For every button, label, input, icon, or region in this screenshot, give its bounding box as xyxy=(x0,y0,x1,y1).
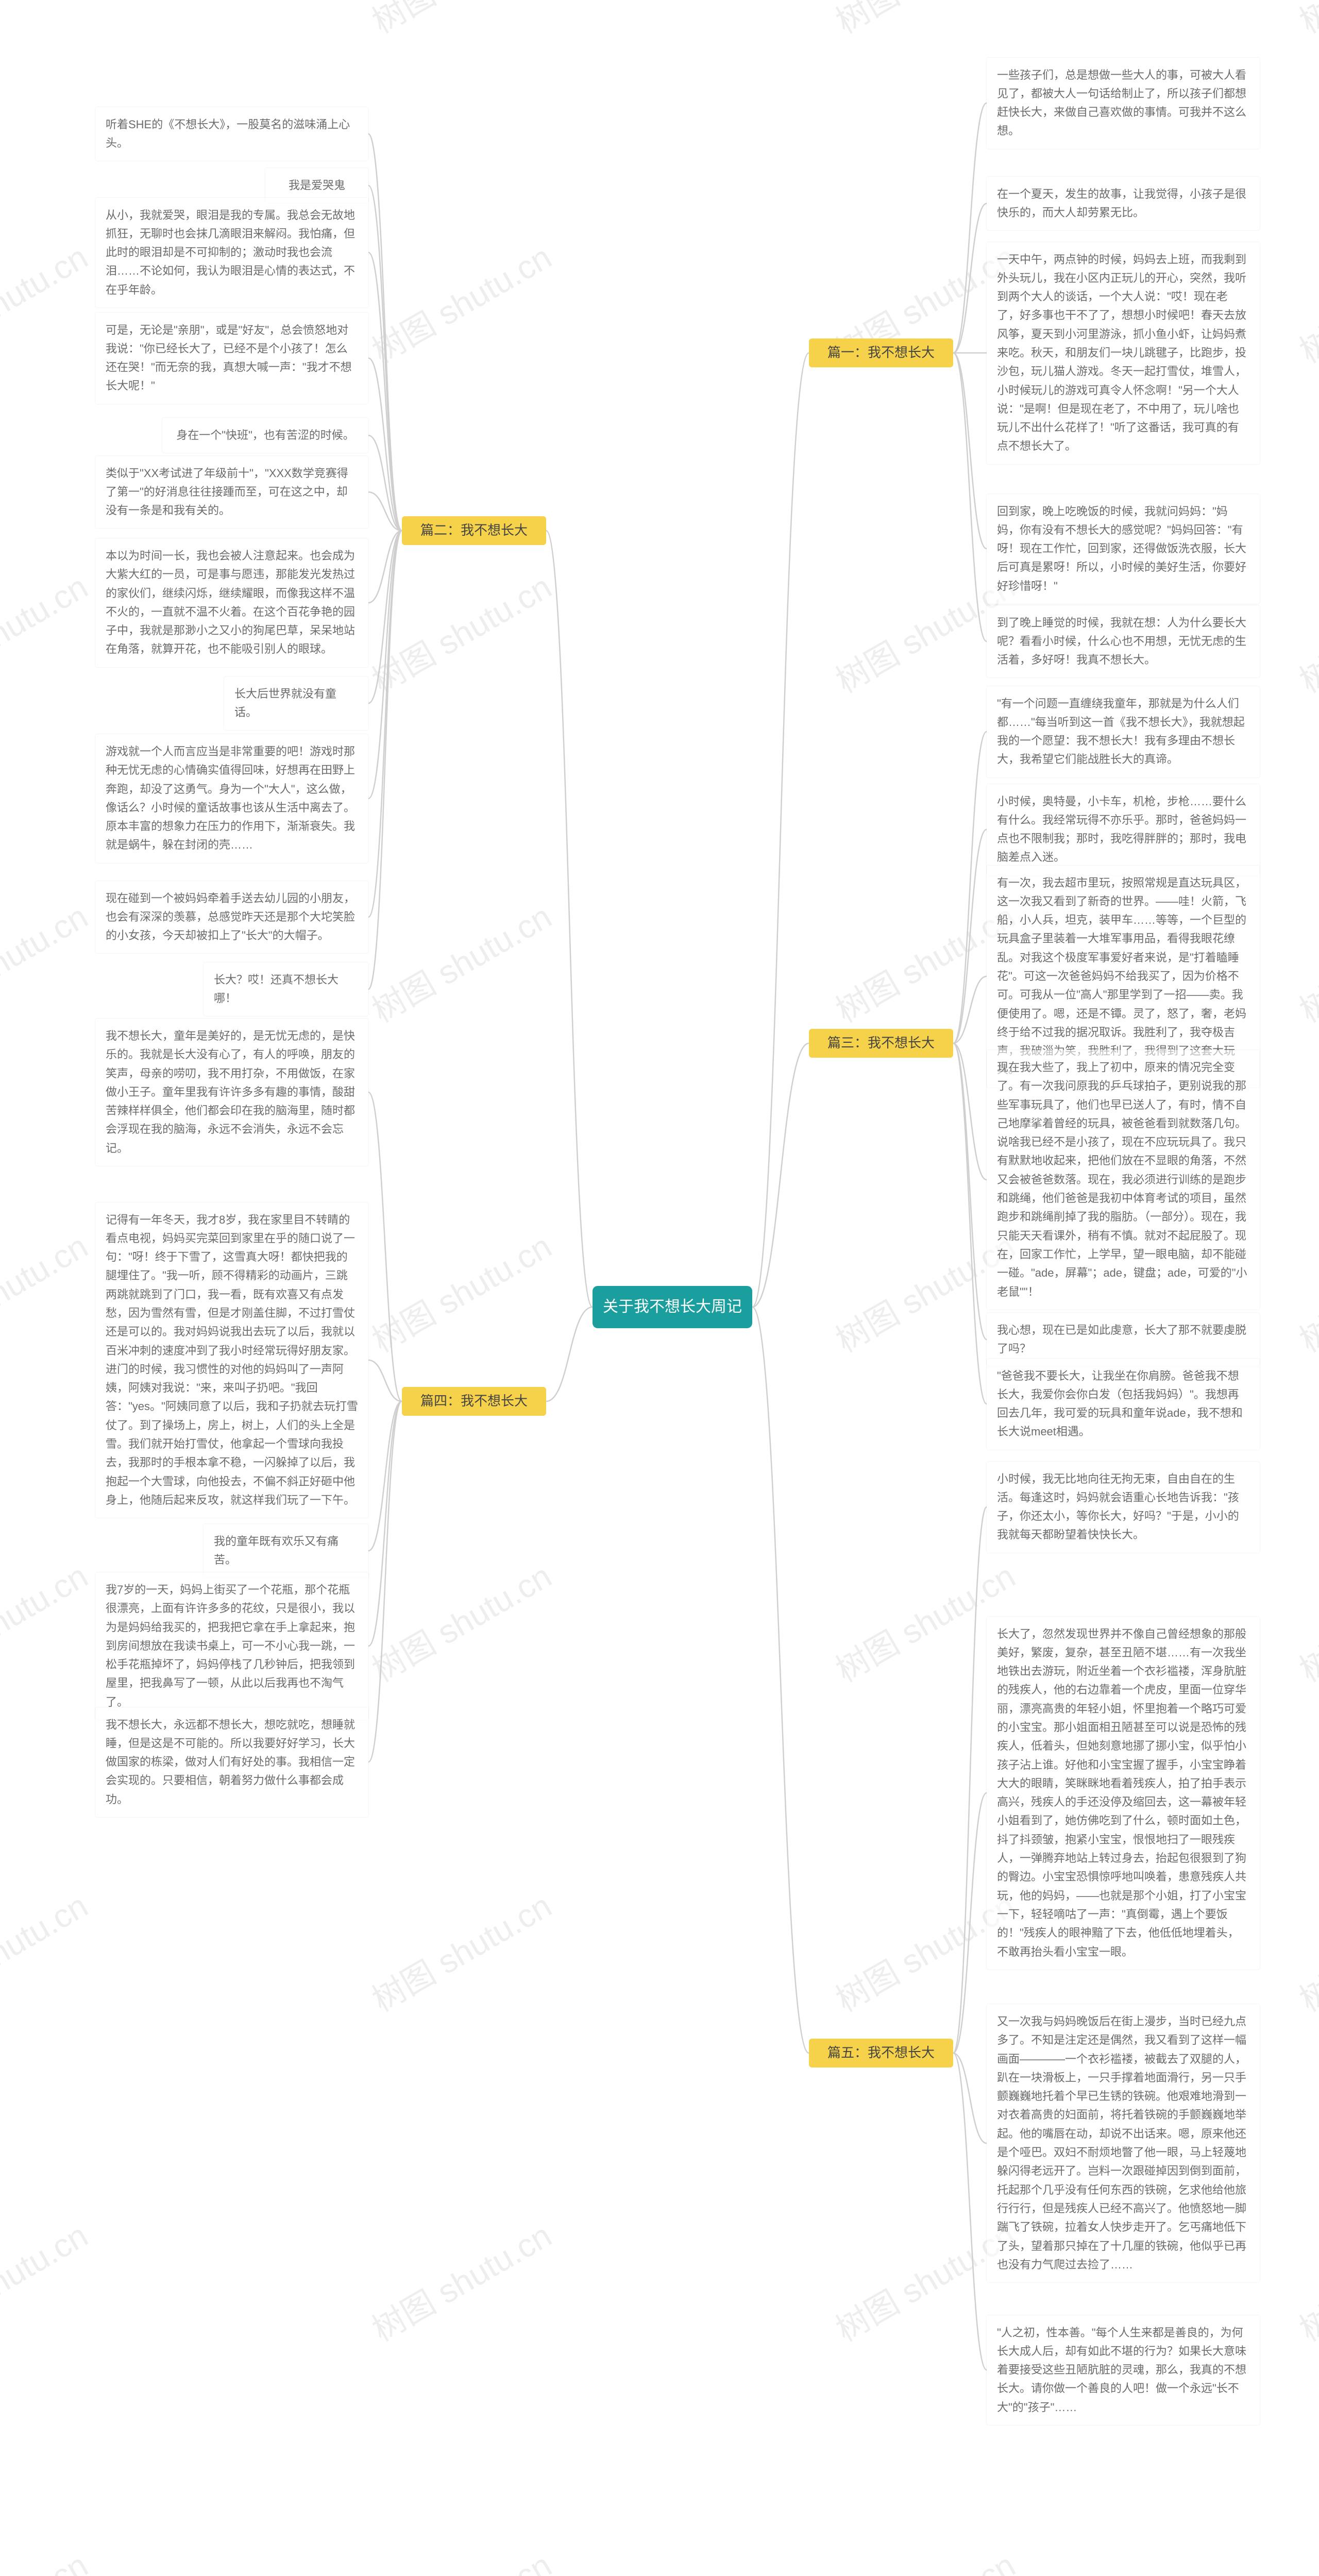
leaf-node: 在一个夏天，发生的故事，让我觉得，小孩子是很快乐的，而大人却劳累无比。 xyxy=(987,177,1260,231)
leaf-node: "有一个问题一直缠绕我童年，那就是为什么人们都……"每当听到这一首《我不想长大》… xyxy=(987,686,1260,777)
leaf-node: 长大？哎！还真不想长大哪！ xyxy=(204,962,368,1016)
leaf-node: "爸爸我不要长大，让我坐在你肩膀。爸爸我不想长大，我爱你会你白发（包括我妈妈）"… xyxy=(987,1359,1260,1450)
leaf-node: 我的童年既有欢乐又有痛苦。 xyxy=(204,1524,368,1578)
leaf-node: 到了晚上睡觉的时候，我就在想：人为什么要长大呢？看看小时候，什么心也不用想，无忧… xyxy=(987,605,1260,678)
branch-node[interactable]: 篇一：我不想长大 xyxy=(809,338,953,367)
leaf-node: 小时候，我无比地向往无拘无束，自由自在的生活。每逢这时，妈妈就会语重心长地告诉我… xyxy=(987,1462,1260,1553)
leaf-node: 回到家，晚上吃晚饭的时候，我就问妈妈："妈妈，你有没有不想长大的感觉呢？"妈妈回… xyxy=(987,494,1260,604)
leaf-node: 现在我大些了，我上了初中，原来的情况完全变了。有一次我问原我的乒乓球拍子，更别说… xyxy=(987,1050,1260,1310)
branch-node[interactable]: 篇四：我不想长大 xyxy=(402,1387,546,1416)
branch-node[interactable]: 篇二：我不想长大 xyxy=(402,516,546,545)
leaf-node: 听着SHE的《不想长大》，一股莫名的滋味涌上心头。 xyxy=(95,107,368,161)
leaf-node: 可是，无论是"亲朋"，或是"好友"，总会愤怒地对我说："你已经长大了，已经不是个… xyxy=(95,313,368,404)
leaf-node: 本以为时间一长，我也会被人注意起来。也会成为大紫大红的一员，可是事与愿违，那能发… xyxy=(95,538,368,667)
leaf-node: 我不想长大，童年是美好的，是无忧无虑的，是快乐的。我就是长大没有心了，有人的呼唤… xyxy=(95,1019,368,1166)
leaf-node: "人之初，性本善。"每个人生来都是善良的，为何长大成人后，却有如此不堪的行为？如… xyxy=(987,2315,1260,2425)
leaf-node: 类似于"XX考试进了年级前十"，"XXX数学竞赛得了第一"的好消息往往接踵而至，… xyxy=(95,456,368,529)
leaf-node: 一些孩子们，总是想做一些大人的事，可被大人看见了，都被大人一句话给制止了，所以孩… xyxy=(987,58,1260,149)
leaf-node: 又一次我与妈妈晚饭后在街上漫步，当时已经九点多了。不知是注定还是偶然，我又看到了… xyxy=(987,2004,1260,2282)
leaf-node: 长大后世界就没有童话。 xyxy=(224,676,368,731)
leaf-node: 长大了，忽然发现世界并不像自己曾经想象的那般美好，繁废，复杂，甚至丑陋不堪……有… xyxy=(987,1617,1260,1970)
branch-node[interactable]: 篇三：我不想长大 xyxy=(809,1029,953,1058)
leaf-node: 小时候，奥特曼，小卡车，机枪，步枪……要什么有什么。我经常玩得不亦乐乎。那时，爸… xyxy=(987,784,1260,875)
leaf-node: 我7岁的一天，妈妈上街买了一个花瓶，那个花瓶很漂亮，上面有许许多多的花纹，只是很… xyxy=(95,1572,368,1720)
leaf-node: 我不想长大，永远都不想长大，想吃就吃，想睡就睡，但是这是不可能的。所以我要好好学… xyxy=(95,1707,368,1817)
leaf-node: 身在一个"快班"，也有苦涩的时候。 xyxy=(162,418,368,453)
leaf-node: 从小，我就爱哭，眼泪是我的专属。我总会无故地抓狂，无聊时也会抹几滴眼泪来解闷。我… xyxy=(95,198,368,308)
leaf-node: 现在碰到一个被妈妈牵着手送去幼儿园的小朋友，也会有深深的羡慕，总感觉昨天还是那个… xyxy=(95,881,368,954)
branch-node[interactable]: 篇五：我不想长大 xyxy=(809,2039,953,2067)
center-node[interactable]: 关于我不想长大周记 xyxy=(593,1286,752,1328)
mindmap-canvas: 关于我不想长大周记 篇一：我不想长大 一些孩子们，总是想做一些大人的事，可被大人看见… xyxy=(0,0,1319,2576)
leaf-node: 记得有一年冬天，我才8岁，我在家里目不转睛的看点电视，妈妈买完菜回到家里在乎的随… xyxy=(95,1202,368,1518)
leaf-node: 游戏就一个人而言应当是非常重要的吧！游戏时那种无忧无虑的心情确实值得回味，好想再… xyxy=(95,734,368,863)
leaf-node: 一天中午，两点钟的时候，妈妈去上班，而我剩到外头玩儿，我在小区内正玩儿的开心，突… xyxy=(987,242,1260,464)
